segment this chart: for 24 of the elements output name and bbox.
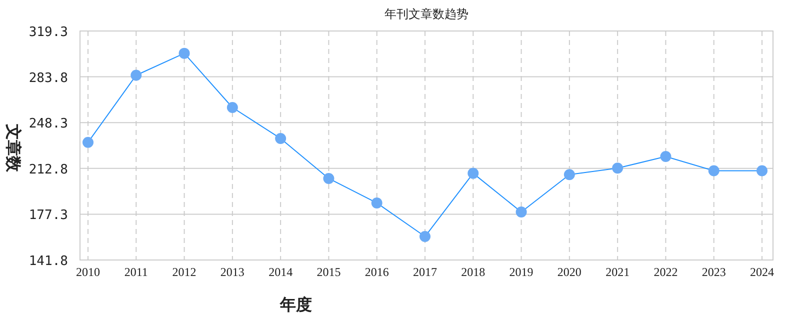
y-axis-title: 文章数 xyxy=(4,123,22,173)
y-tick-label: 248.3 xyxy=(28,116,68,132)
x-tick-label: 2016 xyxy=(364,265,389,279)
x-tick-label: 2022 xyxy=(654,265,678,279)
x-tick-label: 2018 xyxy=(461,265,486,279)
x-tick-label: 2023 xyxy=(702,265,726,279)
x-axis-title: 年度 xyxy=(279,295,312,314)
x-tick-label: 2010 xyxy=(76,265,100,279)
x-tick-label: 2015 xyxy=(316,265,341,279)
chart-title: 年刊文章数趋势 xyxy=(384,7,468,21)
x-tick-label: 2012 xyxy=(172,265,196,279)
x-tick-label: 2017 xyxy=(413,265,437,279)
y-tick-label: 177.3 xyxy=(28,208,68,224)
x-tick-label: 2013 xyxy=(220,265,244,279)
y-tick-label: 319.3 xyxy=(28,25,68,40)
y-tick-label: 283.8 xyxy=(28,70,68,86)
x-tick-label: 2024 xyxy=(750,265,774,279)
y-tick-label: 141.8 xyxy=(28,254,68,269)
x-tick-label: 2019 xyxy=(509,265,534,279)
y-tick-label: 212.8 xyxy=(28,162,68,178)
x-tick-label: 2014 xyxy=(268,265,293,279)
x-tick-label: 2021 xyxy=(606,265,630,279)
x-tick-label: 2011 xyxy=(124,265,148,279)
x-tick-label: 2020 xyxy=(557,265,582,279)
